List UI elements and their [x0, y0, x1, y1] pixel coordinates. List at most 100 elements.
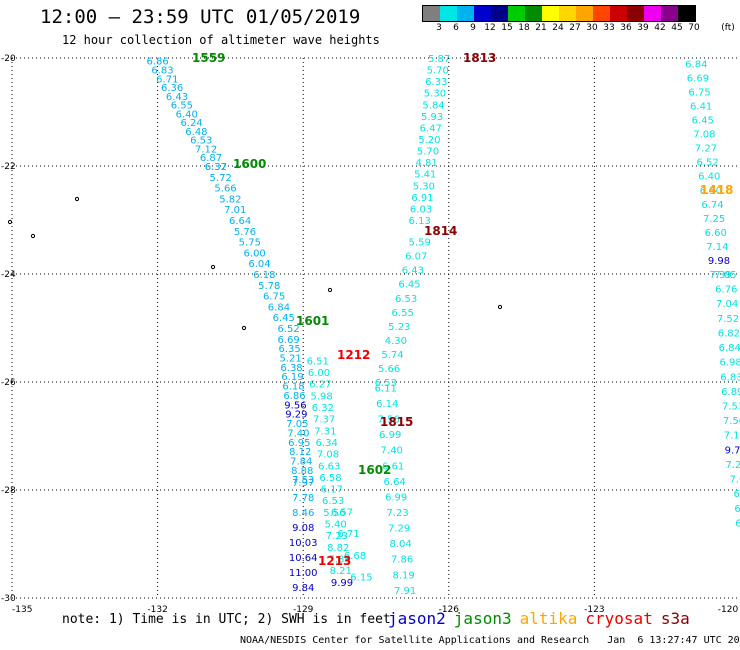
colorbar-level-label: 3	[436, 23, 442, 33]
lat-label: -24	[1, 270, 16, 280]
swh-value: 6.55	[171, 101, 193, 112]
swh-value: 5.84	[422, 100, 444, 111]
colorbar-swatch	[576, 6, 593, 21]
track-time-label: 1602	[358, 463, 391, 477]
swh-value: 6.	[734, 489, 740, 500]
legend-jason3: jason3	[453, 609, 512, 628]
island-icon	[327, 287, 333, 293]
swh-value: 9.98	[708, 256, 730, 267]
island-icon	[30, 233, 36, 239]
swh-value: 6.91	[411, 193, 433, 204]
swh-value: 6.84	[268, 302, 290, 313]
colorbar-swatch	[661, 6, 678, 21]
swh-value: 5.74	[381, 350, 403, 361]
lon-label: -132	[147, 605, 167, 615]
track-segment: 7.97 7.78 8.46 9.08 10.03 10.64 11.00 9.84 1602	[289, 463, 392, 594]
swh-value: 7.97	[292, 478, 314, 489]
colorbar-level-label: 24	[552, 23, 564, 33]
swh-value: 6.74	[701, 200, 723, 211]
swh-value: 5.78	[258, 281, 280, 292]
legend-jason2: jason2	[388, 609, 446, 628]
island-icon	[210, 264, 216, 270]
swh-value: 6.83	[720, 372, 740, 383]
footer-note: note: 1) Time is in UTC; 2) SWH is in fe…	[62, 612, 391, 627]
colorbar-level-label: 30	[586, 23, 598, 33]
swh-value: 9.08	[292, 523, 314, 534]
swh-value: 6.51	[307, 356, 329, 367]
lon-label: -135	[12, 605, 32, 615]
swh-value: 5.76	[234, 227, 256, 238]
swh-value: 6.18	[253, 270, 275, 281]
lon-label: -120	[718, 605, 739, 615]
colorbar-level-label: 33	[603, 23, 615, 33]
swh-value: 6.60	[705, 228, 727, 239]
swh-value: 7.88	[328, 554, 350, 565]
swh-value: 5.87	[428, 54, 450, 65]
lat-label: -20	[1, 54, 16, 64]
swh-value: 6.52	[697, 158, 719, 169]
colorbar-swatch	[508, 6, 525, 21]
swh-value: 6.53	[190, 136, 212, 147]
island-icon	[7, 219, 13, 225]
colorbar-swatch	[440, 6, 457, 21]
swh-value: 6.18	[282, 382, 304, 393]
swh-value: 8.46	[292, 508, 314, 519]
colorbar-swatch	[525, 6, 542, 21]
swh-value: 6.45	[692, 116, 714, 127]
track-segment: 5.59 6.07 6.43 6.45 6.53 6.55 5.23 4.30 5.74 5.66…	[375, 224, 458, 389]
swh-value: 7.01	[224, 205, 246, 216]
colorbar-labels: 3 6 9 12 15 18 21 24 27 30 33 36 39 42 45 70 (ft)	[422, 23, 740, 35]
swh-value: 8.82	[327, 543, 349, 554]
track-segment: 6.57 6.71 6.68 6.15 1213	[318, 508, 373, 584]
swh-value: 6.32	[312, 403, 334, 414]
swh-value: 5.59	[409, 238, 431, 249]
colorbar-level-label: 42	[654, 23, 666, 33]
swh-value: 6.	[734, 504, 740, 515]
swh-value: 6.33	[425, 77, 447, 88]
swh-value: 7.12	[195, 144, 217, 155]
swh-value: 8.21	[330, 566, 352, 577]
swh-value: 6.40	[698, 172, 720, 183]
colorbar-swatch	[678, 6, 695, 21]
swh-value: 6.71	[156, 74, 178, 85]
swh-value: 6.40	[176, 109, 198, 120]
track-time-label: 1813	[463, 51, 496, 65]
swh-value: 6.27	[309, 380, 331, 391]
colorbar-swatch	[593, 6, 610, 21]
swh-value: 5.40	[325, 520, 347, 531]
axis-labels: -135 -132 -129 -126 -123 -120 -20 -22 -24 -26 -28 -…	[1, 54, 738, 615]
swh-value: 6.35	[278, 344, 300, 355]
colorbar-swatch	[627, 6, 644, 21]
track-time-label: 1559	[192, 51, 225, 65]
swh-value: 7.52	[717, 314, 739, 325]
swh-value: 6.37	[205, 162, 227, 173]
swh-value: 6.86	[283, 391, 305, 402]
swh-value: 6.53	[322, 496, 344, 507]
lon-label: -123	[584, 605, 604, 615]
swh-value: 5.66	[378, 364, 400, 375]
swh-value: 6.04	[248, 259, 270, 270]
track-time-label: 1601	[296, 314, 329, 328]
swh-value: 6.86	[146, 57, 168, 68]
swh-value: 11.00	[289, 568, 318, 579]
swh-value: 9.29	[285, 410, 307, 421]
track-segment: 6.11 6.14 7.56 6.99 7.40 6.61 6.64 6.99 7.23 7.29…	[375, 383, 417, 597]
swh-value: 5.70	[417, 147, 439, 158]
swh-value: 6.84	[719, 343, 740, 354]
island-icon	[74, 196, 80, 202]
swh-value: 6.47	[420, 123, 442, 134]
swh-value: 7.05	[714, 270, 736, 281]
island-outlines	[7, 196, 503, 331]
swh-value: 9.56	[284, 400, 306, 411]
swh-value: 5.41	[414, 170, 436, 181]
swh-value: 7.56	[723, 416, 740, 427]
swh-value: 6.76	[715, 285, 737, 296]
swh-value: 7.25	[703, 214, 725, 225]
colorbar-level-label: 39	[637, 23, 649, 33]
colorbar-unit-label: (ft)	[721, 23, 735, 33]
swh-value: 6.03	[410, 204, 432, 215]
swh-value: 6.41	[690, 102, 712, 113]
track-segment: 6.866.836.716.366.436.556.406.246.486.53…	[146, 51, 227, 173]
swh-value: 6.99	[385, 492, 407, 503]
